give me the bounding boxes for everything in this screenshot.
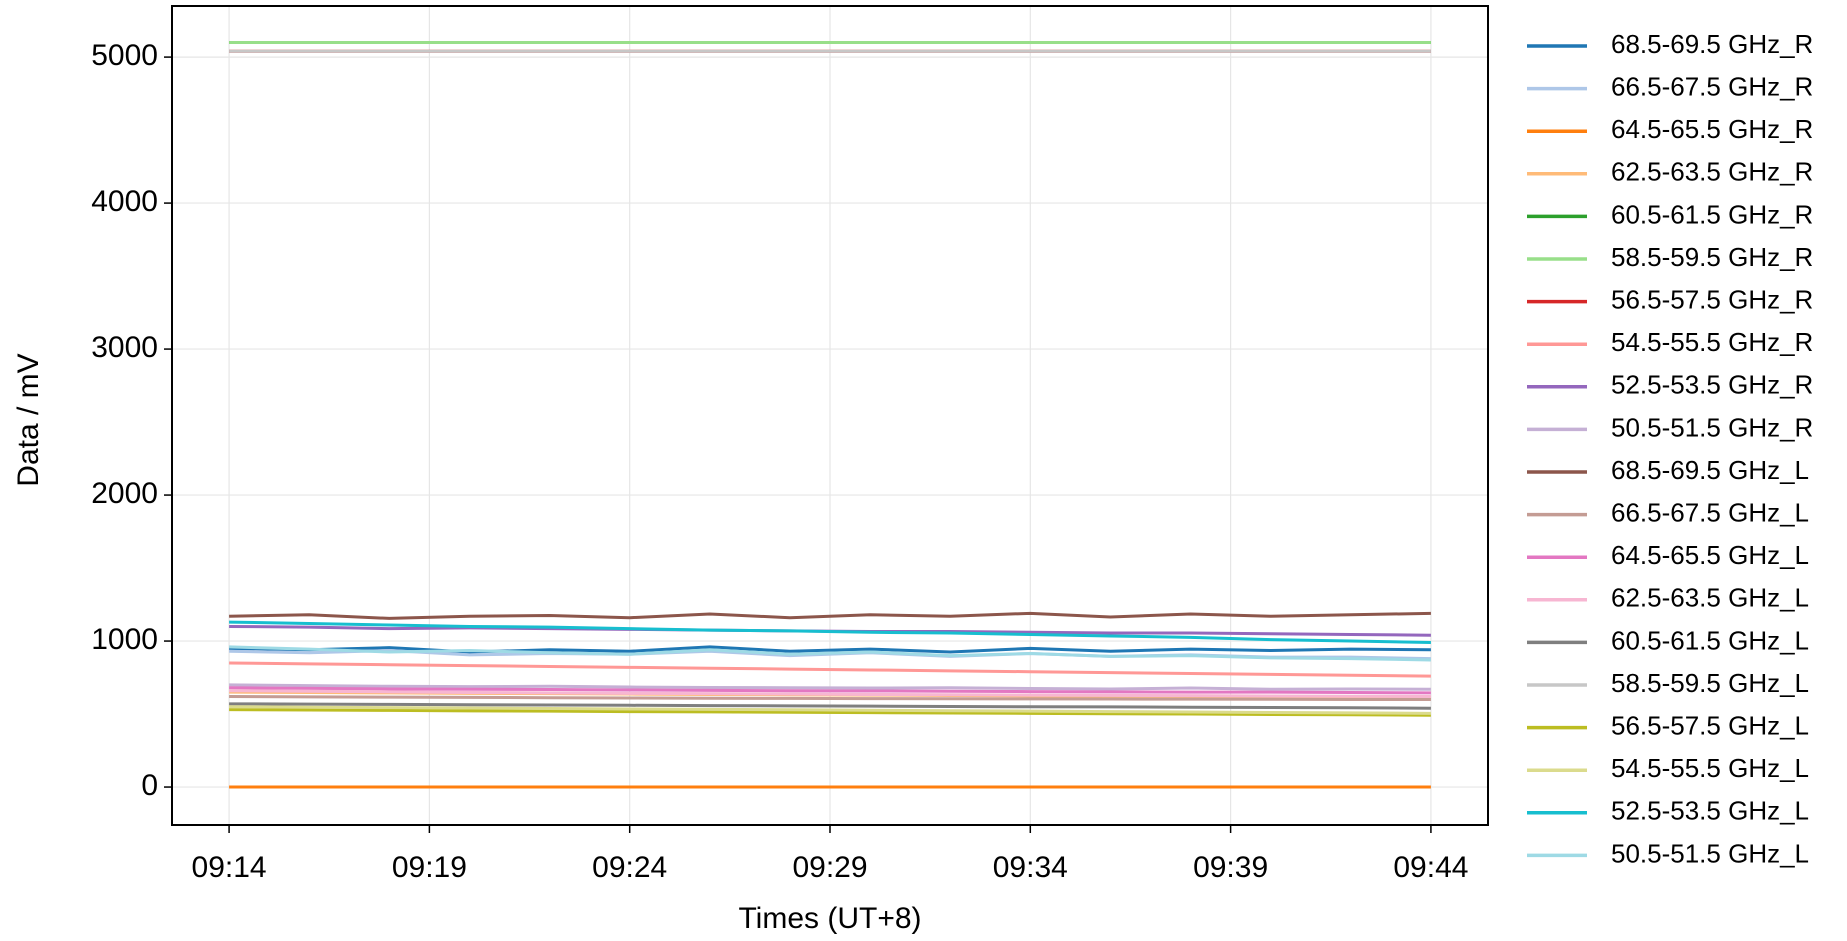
legend-label: 68.5-69.5 GHz_L [1611,455,1809,485]
series-line [229,695,1431,701]
legend-label: 66.5-67.5 GHz_L [1611,497,1809,527]
legend-label: 58.5-59.5 GHz_R [1611,242,1813,272]
legend-label: 56.5-57.5 GHz_R [1611,284,1813,314]
legend-label: 52.5-53.5 GHz_R [1611,370,1813,400]
legend-label: 58.5-59.5 GHz_L [1611,668,1809,698]
legend-label: 62.5-63.5 GHz_R [1611,157,1813,187]
legend-label: 64.5-65.5 GHz_L [1611,540,1809,570]
y-tick-label: 1000 [91,623,158,656]
series-line [229,689,1431,699]
legend-label: 54.5-55.5 GHz_L [1611,753,1809,783]
y-tick-label: 4000 [91,185,158,218]
legend-label: 64.5-65.5 GHz_R [1611,114,1813,144]
y-tick-label: 0 [141,769,158,802]
x-tick-label: 09:14 [192,851,267,884]
x-tick-label: 09:19 [392,851,467,884]
legend-label: 60.5-61.5 GHz_R [1611,199,1813,229]
series-line [229,683,1431,691]
x-axis-label: Times (UT+8) [738,902,921,935]
legend-label: 66.5-67.5 GHz_R [1611,71,1813,101]
legend-label: 62.5-63.5 GHz_L [1611,583,1809,613]
series-line [229,705,1431,715]
x-tick-label: 09:39 [1193,851,1268,884]
legend-label: 68.5-69.5 GHz_R [1611,29,1813,59]
legend-label: 56.5-57.5 GHz_L [1611,710,1809,740]
series-line [229,611,1431,620]
legend-label: 50.5-51.5 GHz_L [1611,838,1809,868]
series-line [229,645,1431,662]
x-tick-label: 09:24 [592,851,667,884]
x-tick-label: 09:44 [1393,851,1468,884]
y-axis-label: Data / mV [12,353,45,486]
legend-label: 60.5-61.5 GHz_L [1611,625,1809,655]
series-line [229,708,1431,717]
series-line [229,620,1431,645]
legend-label: 52.5-53.5 GHz_L [1611,796,1809,826]
series-line [229,686,1431,695]
y-tick-label: 2000 [91,477,158,510]
plot-frame [171,5,1489,826]
x-tick-label: 09:29 [792,851,867,884]
x-tick-label: 09:34 [993,851,1068,884]
y-tick-label: 5000 [91,39,158,72]
legend-label: 50.5-51.5 GHz_R [1611,412,1813,442]
series-line [229,702,1431,710]
series-line [229,661,1431,678]
y-tick-label: 3000 [91,331,158,364]
legend-label: 54.5-55.5 GHz_R [1611,327,1813,357]
